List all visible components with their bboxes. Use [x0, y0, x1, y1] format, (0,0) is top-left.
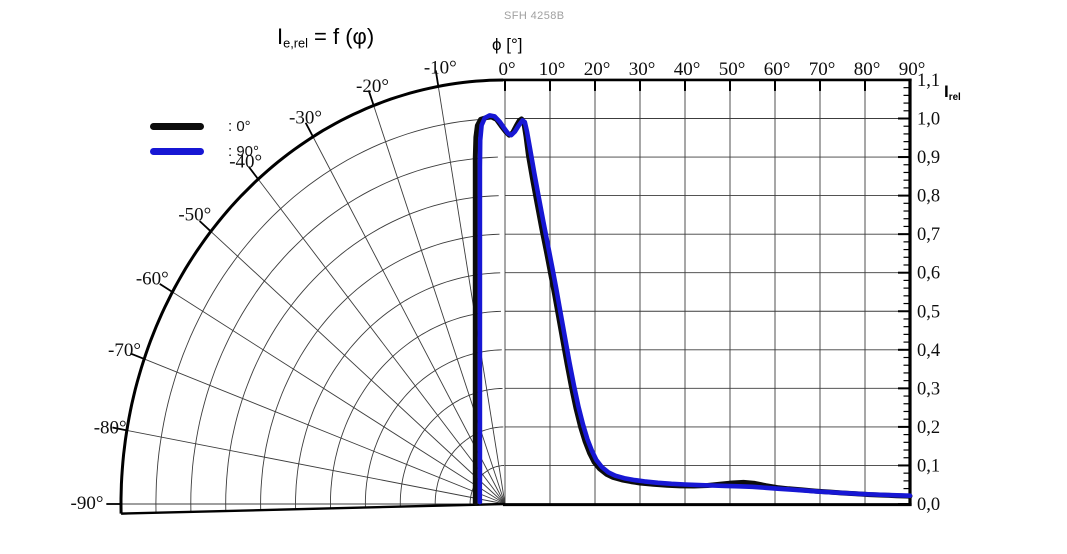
phi-axis-label: ϕ [°]: [492, 35, 523, 54]
axis-tick-label: -20°: [356, 76, 389, 97]
chart-title-sub: e,rel: [283, 35, 308, 51]
axis-tick-label: 0,0: [917, 495, 940, 515]
axis-tick-label: -60°: [136, 268, 169, 289]
curve-90deg: [477, 113, 913, 505]
series-90deg: [477, 113, 913, 505]
chart-title-rest: = f (φ): [307, 24, 375, 49]
axis-tick-label: 1,1: [917, 71, 940, 91]
axes-frame: [119, 78, 912, 515]
axis-tick-label: -90°: [71, 493, 104, 514]
chart-title: Ie,rel = f (φ): [277, 24, 374, 51]
axis-tick-label: 0°: [498, 59, 515, 80]
legend-item-0deg: : 0°: [150, 114, 259, 139]
axis-tick-label: -80°: [94, 417, 127, 438]
irel-axis-label: Irel: [944, 82, 961, 103]
axis-tick-label: -30°: [289, 108, 322, 129]
legend-item-90deg: : 90°: [150, 139, 259, 164]
irel-axis-label-base: I: [944, 82, 949, 101]
axis-tick-label: 0,4: [917, 341, 940, 361]
axis-tick-label: 1,0: [917, 110, 940, 130]
axis-tick-label: 70°: [809, 59, 836, 80]
polar-grid: [120, 86, 506, 513]
axis-tick-label: 0,1: [917, 456, 940, 476]
watermark-text: SFH 4258B: [504, 10, 565, 22]
axis-tick-label: 0,9: [917, 148, 940, 168]
legend-label-90deg: : 90°: [228, 143, 260, 160]
legend: : 0° : 90°: [150, 114, 259, 164]
series-0deg: [472, 114, 913, 506]
axis-tick-label: 0,8: [917, 187, 940, 207]
axis-tick-label: 10°: [539, 59, 566, 80]
cartesian-grid: [504, 79, 911, 504]
curve-0deg: [472, 114, 913, 506]
chart-title-base: I: [277, 24, 284, 49]
axis-tick-label: 0,7: [917, 225, 940, 245]
axis-tick-label: 40°: [674, 59, 701, 80]
axis-tick-label: 0,6: [917, 264, 940, 284]
axis-tick-label: -40°: [229, 151, 262, 172]
axis-ticks: [106, 70, 911, 505]
legend-label-0deg: : 0°: [228, 118, 251, 135]
axis-tick-label: -70°: [108, 340, 141, 361]
axis-tick-label: 60°: [764, 59, 791, 80]
axis-tick-label: 30°: [629, 59, 656, 80]
axis-tick-label: 90°: [899, 59, 926, 80]
axis-tick-label: 0,5: [917, 302, 940, 322]
legend-swatch-black-line: [150, 123, 204, 130]
axis-tick-label: 80°: [854, 59, 881, 80]
axis-tick-label: -50°: [178, 205, 211, 226]
axis-tick-label: -10°: [424, 57, 457, 78]
legend-swatch-blue-line: [150, 148, 204, 155]
axis-tick-label: 0,3: [917, 379, 940, 399]
axis-tick-label: 0,2: [917, 418, 940, 438]
axis-tick-label: 50°: [719, 59, 746, 80]
irel-axis-label-sub: rel: [948, 91, 961, 103]
axis-tick-label: 20°: [584, 59, 611, 80]
tick-labels: 0° 10° 20° 30° 40° 50° 60° 70° 80° 90° -10° -20° -30…: [71, 57, 941, 515]
